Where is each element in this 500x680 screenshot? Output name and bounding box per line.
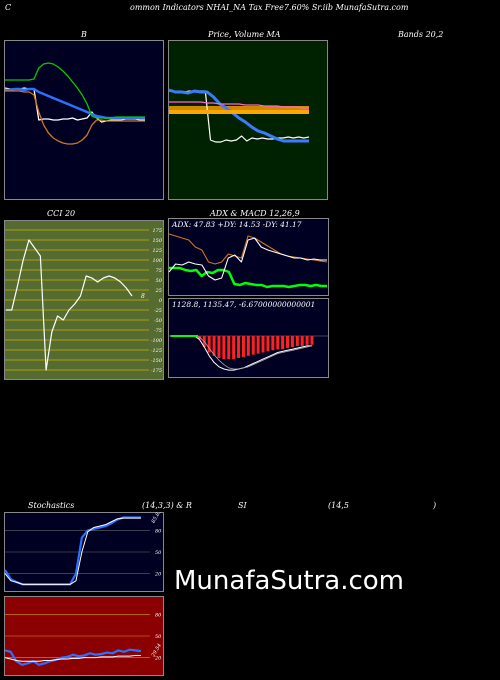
- stochastics-tick-label: 50: [155, 550, 162, 556]
- macd-panel: [168, 298, 329, 378]
- stochastics-tick-label: 20: [154, 572, 162, 578]
- macd-histogram-bar: [305, 336, 309, 345]
- price-line-1: [168, 88, 309, 143]
- panel-background: [168, 40, 328, 200]
- bb-line-2: [5, 62, 145, 119]
- macd-histogram-bar: [246, 336, 250, 356]
- macd-histogram-bar: [256, 336, 260, 354]
- cci-tick-label: -100: [151, 338, 163, 344]
- macd-histogram-bar: [271, 336, 275, 351]
- macd-histogram-bar: [266, 336, 270, 352]
- macd-histogram-bar: [222, 336, 226, 360]
- cci-panel: 175 150 125 100 75 50 25 0 -25 -50 -75 -100 -125 -150…: [4, 220, 164, 380]
- bands-label: Bands 20,2: [398, 30, 444, 39]
- rsi-tick-label: 50: [155, 634, 162, 640]
- chart-title: ommon Indicators NHAI_NA Tax Free7.60% S…: [130, 3, 409, 12]
- adx-macd-label: ADX & MACD 12,26,9: [210, 209, 300, 218]
- cci-tick-label: -75: [154, 328, 162, 334]
- adx-line-2: [168, 237, 327, 281]
- price-volume-ma-label: Price, Volume MA: [208, 30, 281, 39]
- cci-tick-label: 50: [156, 278, 163, 284]
- bollinger-panel: [4, 40, 164, 200]
- macd-readout: 1128.8, 1135.47, -6.67000000000001: [172, 300, 316, 309]
- macd-histogram-bar: [251, 336, 255, 355]
- cci-tick-label: 0: [159, 298, 163, 304]
- cci-line: [6, 239, 133, 371]
- stochastics-label: Stochastics: [28, 501, 75, 510]
- watermark: MunafaSutra.com: [174, 566, 405, 596]
- rsi-tick-label: 20: [154, 656, 162, 662]
- macd-histogram-bar: [197, 336, 201, 340]
- macd-histogram-bar: [232, 336, 236, 360]
- macd-histogram-bar: [276, 336, 280, 350]
- macd-histogram-bar: [207, 336, 211, 353]
- cci-tick-label: -25: [154, 308, 162, 314]
- macd-histogram-bar: [237, 336, 241, 358]
- stochastics-line-1: [4, 517, 141, 585]
- bb-line-3: [5, 90, 145, 145]
- cci-tick-label: -50: [154, 318, 163, 324]
- macd-histogram-bar: [300, 336, 304, 346]
- bb-label: B: [81, 30, 87, 39]
- cci-tick-label: 100: [152, 258, 162, 264]
- macd-histogram-bar: [241, 336, 245, 357]
- cci-last-label: 8: [141, 293, 145, 300]
- rsi-tick-label: 80: [155, 612, 162, 618]
- cci-tick-label: 75: [156, 268, 162, 274]
- cci-tick-label: 175: [152, 228, 162, 234]
- price-panel: [168, 40, 328, 200]
- adx-panel: [168, 218, 329, 296]
- cci-tick-label: 150: [152, 238, 162, 244]
- macd-histogram-bar: [227, 336, 231, 360]
- rsi-label: SI: [238, 501, 247, 510]
- macd-histogram-bar: [290, 336, 294, 347]
- cci-tick-label: 125: [152, 248, 162, 254]
- rsi-line-1: [4, 654, 141, 662]
- stochastics-tick-label: 80: [155, 528, 162, 534]
- cci-tick-label: -150: [151, 358, 163, 364]
- macd-histogram-bar: [310, 336, 314, 345]
- cci-label: CCI 20: [47, 209, 76, 218]
- macd-histogram-bar: [295, 336, 299, 346]
- macd-histogram-bar: [286, 336, 290, 349]
- rsi-params: (14,5: [328, 501, 349, 510]
- macd-histogram-bar: [212, 336, 216, 356]
- rsi-line-0: [4, 648, 142, 666]
- stochastics-params: (14,3,3) & R: [142, 501, 192, 510]
- macd-histogram-bar: [217, 336, 221, 358]
- price-line-2: [169, 101, 309, 109]
- cci-tick-label: -125: [151, 348, 162, 354]
- adx-readout: ADX: 47.83 +DY: 14.53 -DY: 41.17: [172, 220, 302, 229]
- macd-histogram-bar: [261, 336, 265, 353]
- macd-histogram-bar: [281, 336, 285, 350]
- cci-tick-label: 25: [155, 288, 162, 294]
- rsi-close-paren: ): [433, 501, 437, 510]
- bb-line-1: [5, 87, 145, 120]
- header-c-letter: C: [5, 3, 12, 12]
- adx-line-0: [169, 266, 327, 289]
- cci-tick-label: -175: [151, 368, 162, 374]
